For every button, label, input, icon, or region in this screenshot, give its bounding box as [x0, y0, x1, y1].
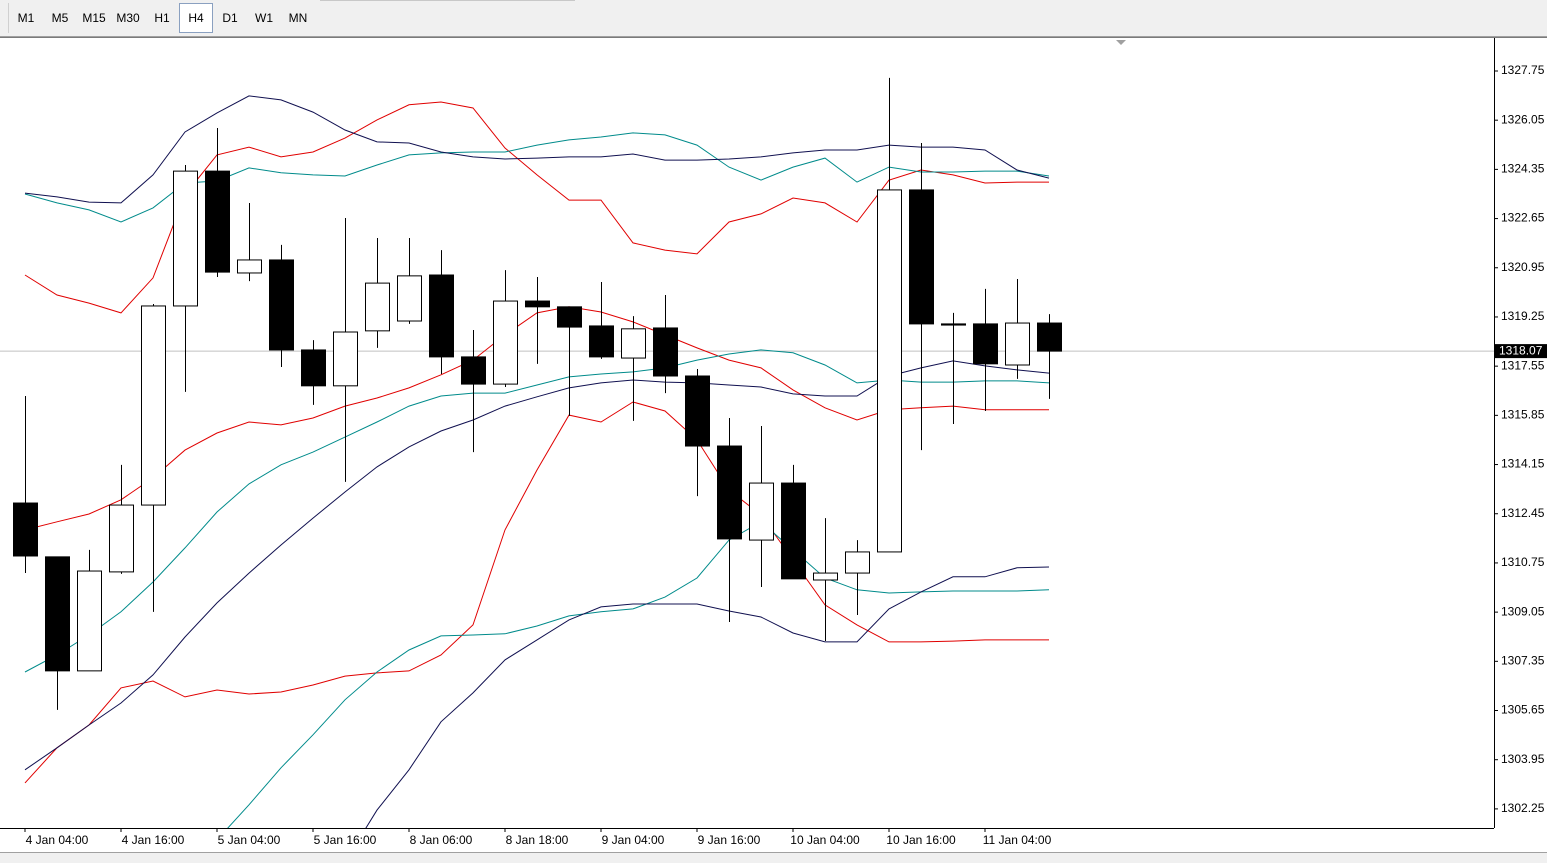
- y-tick-label: 1327.75: [1501, 63, 1545, 77]
- candle-body: [493, 300, 518, 385]
- last-price-label: 1318.07: [1499, 343, 1543, 357]
- x-tick-label: 9 Jan 16:00: [698, 833, 761, 847]
- timeframe-button[interactable]: D1: [222, 11, 238, 25]
- candle-body: [397, 275, 422, 322]
- y-tick-label: 1309.05: [1501, 604, 1545, 618]
- timeframe-buttons: M1 M5 M15 M30 H1 H4 D1 W1 MN: [8, 3, 315, 33]
- candle-body: [173, 170, 198, 307]
- y-tick-label: 1322.65: [1501, 211, 1545, 225]
- candle-body: [877, 189, 902, 553]
- y-tick-label: 1320.95: [1501, 260, 1545, 274]
- y-tick-label: 1317.55: [1501, 358, 1545, 372]
- timeframe-button[interactable]: W1: [255, 11, 273, 25]
- candle-body: [781, 482, 806, 580]
- y-tick-label: 1307.35: [1501, 653, 1545, 667]
- timeframe-button[interactable]: M1: [17, 11, 35, 25]
- candle-body: [333, 331, 358, 387]
- candle-body: [557, 306, 582, 328]
- candle-body: [717, 445, 742, 540]
- timeframe-button[interactable]: M30: [116, 11, 140, 25]
- bottom-tabs: [0, 852, 1547, 863]
- timeframe-button[interactable]: M15: [82, 11, 106, 25]
- candle-body: [205, 170, 230, 273]
- y-tick-label: 1302.25: [1501, 801, 1545, 815]
- chart-shift-marker: [1116, 40, 1126, 45]
- x-tick-label: 4 Jan 16:00: [122, 833, 185, 847]
- x-tick-label: 8 Jan 06:00: [410, 833, 473, 847]
- timeframe-button[interactable]: MN: [288, 11, 308, 25]
- x-tick-label: 4 Jan 04:00: [26, 833, 89, 847]
- candle-body: [621, 328, 646, 359]
- candle-body: [909, 189, 934, 325]
- y-tick-label: 1303.95: [1501, 752, 1545, 766]
- candle-body: [45, 556, 70, 672]
- x-tick-label: 11 Jan 04:00: [983, 833, 1052, 847]
- y-tick-label: 1326.05: [1501, 112, 1545, 126]
- candle-body: [109, 504, 134, 573]
- y-tick-label: 1310.75: [1501, 555, 1545, 569]
- x-tick-label: 5 Jan 04:00: [218, 833, 281, 847]
- candle-body: [1005, 322, 1030, 366]
- x-tick-label: 10 Jan 04:00: [790, 833, 860, 847]
- y-tick-label: 1315.85: [1501, 408, 1545, 422]
- candle-body: [365, 282, 390, 332]
- plot-area: [0, 77, 1494, 828]
- candle-body: [685, 375, 710, 447]
- y-tick-label: 1312.45: [1501, 506, 1545, 520]
- candle-body: [973, 323, 998, 365]
- y-tick-label: 1324.35: [1501, 162, 1545, 176]
- candle-body: [845, 551, 870, 574]
- y-tick-label: 1319.25: [1501, 309, 1545, 323]
- x-tick-label: 10 Jan 16:00: [886, 833, 956, 847]
- indicator-line: [24, 401, 1049, 784]
- candle-body: [941, 323, 966, 326]
- timeframe-button[interactable]: H4: [179, 3, 213, 33]
- candle-body: [13, 502, 38, 557]
- candle-body: [269, 259, 294, 351]
- last-price-box: [1495, 344, 1547, 359]
- candle-body: [813, 572, 838, 581]
- candle-body: [237, 259, 262, 274]
- timeframe-toolbar: M1 M5 M15 M30 H1 H4 D1 W1 MN: [0, 0, 1547, 37]
- candle-body: [301, 349, 326, 387]
- candle-body: [525, 300, 550, 308]
- candle-body: [429, 274, 454, 358]
- timeframe-button[interactable]: H1: [154, 11, 170, 25]
- candle-body: [141, 305, 166, 506]
- candle-body: [749, 482, 774, 541]
- toolbar-edge: [320, 0, 575, 1]
- candle-body: [1037, 322, 1062, 352]
- x-tick-label: 9 Jan 04:00: [602, 833, 665, 847]
- indicator-line: [24, 95, 1050, 204]
- y-tick-label: 1314.15: [1501, 457, 1545, 471]
- indicator-line: [227, 521, 1050, 828]
- y-tick-label: 1305.65: [1501, 703, 1545, 717]
- x-tick-label: 8 Jan 18:00: [506, 833, 569, 847]
- timeframe-button[interactable]: M5: [51, 11, 69, 25]
- indicator-line: [365, 566, 1050, 828]
- x-tick-label: 5 Jan 16:00: [314, 833, 377, 847]
- candle-body: [653, 327, 678, 377]
- candle-body: [77, 570, 102, 672]
- candle-body: [589, 325, 614, 358]
- candle-body: [461, 356, 486, 385]
